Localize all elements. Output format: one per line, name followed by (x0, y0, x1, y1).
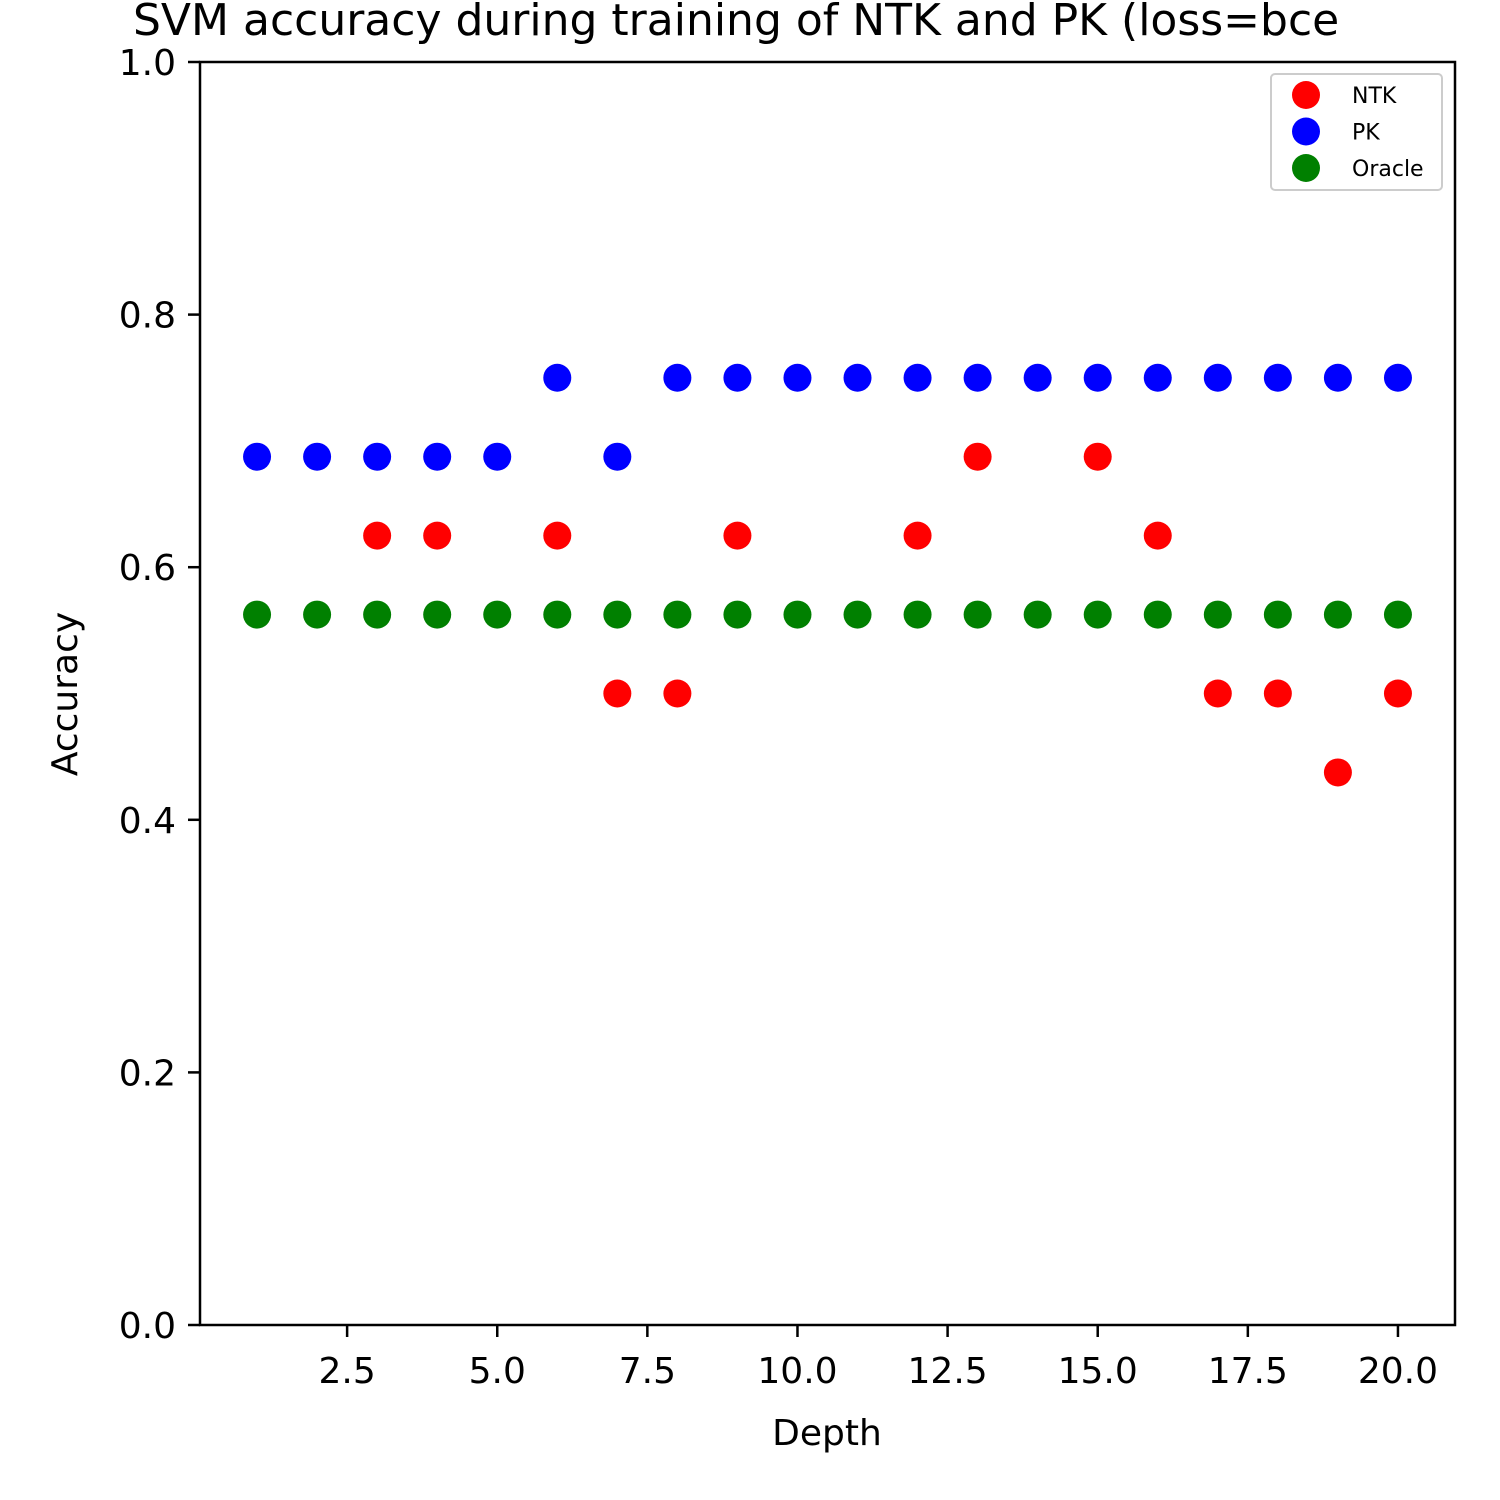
oracle-point (723, 600, 752, 629)
oracle-point (1323, 600, 1352, 629)
x-axis: 2.5 5.0 7.5 10.0 12.5 15.0 17.5 20.0 (318, 1325, 1438, 1392)
chart-title: SVM accuracy during training of NTK and … (133, 0, 1339, 46)
pk-point (243, 442, 272, 471)
oracle-point (663, 600, 692, 629)
oracle-point (1143, 600, 1172, 629)
y-tick-label: 1.0 (119, 43, 176, 84)
x-tick-label: 5.0 (469, 1351, 526, 1392)
y-axis-label: Accuracy (45, 612, 86, 776)
oracle-point (903, 600, 932, 629)
pk-point (483, 442, 512, 471)
y-tick-label: 0.8 (119, 296, 176, 337)
x-tick-label: 10.0 (757, 1351, 837, 1392)
oracle-point (963, 600, 992, 629)
legend: NTK PK Oracle (1270, 73, 1443, 191)
oracle-point (423, 600, 452, 629)
oracle-point (1023, 600, 1052, 629)
ntk-point (603, 679, 632, 708)
pk-point (303, 442, 332, 471)
legend-marker-oracle (1292, 154, 1320, 182)
pk-point (663, 363, 692, 392)
y-tick-label: 0.4 (119, 801, 176, 842)
pk-point (843, 363, 872, 392)
ntk-point (963, 442, 992, 471)
y-tick-label: 0.6 (119, 548, 176, 589)
legend-label-ntk: NTK (1352, 84, 1397, 109)
y-tick-label: 0.2 (119, 1053, 176, 1094)
plot-marks (243, 363, 1412, 787)
oracle-point (1383, 600, 1412, 629)
ntk-point (903, 521, 932, 550)
x-tick-label: 17.5 (1208, 1351, 1288, 1392)
pk-point (1323, 363, 1352, 392)
pk-point (1083, 363, 1112, 392)
legend-label-pk: PK (1352, 121, 1380, 146)
pk-point (1383, 363, 1412, 392)
oracle-point (1083, 600, 1112, 629)
oracle-point (483, 600, 512, 629)
oracle-point (303, 600, 332, 629)
pk-point (903, 363, 932, 392)
ntk-point (1203, 679, 1232, 708)
x-tick-label: 7.5 (619, 1351, 676, 1392)
oracle-point (843, 600, 872, 629)
pk-point (603, 442, 632, 471)
pk-point (363, 442, 392, 471)
pk-point (1263, 363, 1292, 392)
x-tick-label: 2.5 (318, 1351, 375, 1392)
plot-frame (198, 60, 1457, 1327)
x-tick-label: 20.0 (1358, 1351, 1438, 1392)
ntk-point (1263, 679, 1292, 708)
ntk-point (723, 521, 752, 550)
pk-point (783, 363, 812, 392)
pk-point (1023, 363, 1052, 392)
ntk-point (1323, 758, 1352, 787)
pk-point (423, 442, 452, 471)
x-axis-label: Depth (772, 1413, 882, 1454)
ntk-point (423, 521, 452, 550)
legend-label-oracle: Oracle (1352, 157, 1424, 182)
oracle-point (243, 600, 272, 629)
x-tick-label: 15.0 (1058, 1351, 1138, 1392)
pk-point (1143, 363, 1172, 392)
ntk-point (663, 679, 692, 708)
oracle-point (603, 600, 632, 629)
legend-marker-ntk (1292, 81, 1320, 109)
ntk-point (543, 521, 572, 550)
oracle-point (543, 600, 572, 629)
ntk-point (1383, 679, 1412, 708)
ntk-point (363, 521, 392, 550)
pk-point (1203, 363, 1232, 392)
oracle-point (1203, 600, 1232, 629)
oracle-point (363, 600, 392, 629)
oracle-point (1263, 600, 1292, 629)
pk-point (963, 363, 992, 392)
pk-point (723, 363, 752, 392)
pk-point (543, 363, 572, 392)
y-axis: 0.0 0.2 0.4 0.6 0.8 1.0 (119, 43, 200, 1347)
ntk-point (1083, 442, 1112, 471)
legend-marker-pk (1292, 117, 1320, 146)
y-tick-label: 0.0 (119, 1306, 176, 1347)
x-tick-label: 12.5 (908, 1351, 988, 1392)
oracle-point (783, 600, 812, 629)
ntk-point (1143, 521, 1172, 550)
